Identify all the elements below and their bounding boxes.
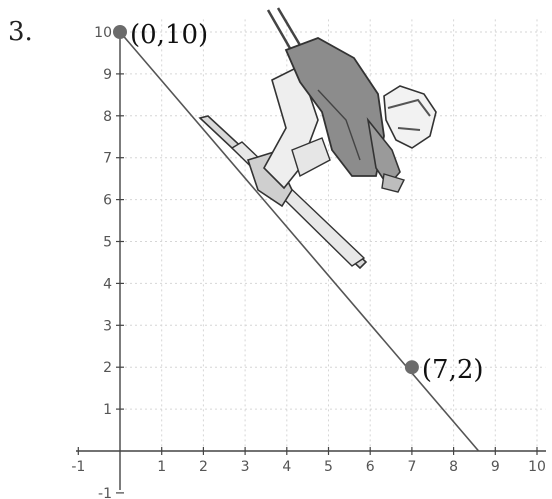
y-tick-label: 7 xyxy=(103,151,112,167)
x-tick-label: 1 xyxy=(157,459,166,475)
axes xyxy=(76,28,546,490)
problem-number: 3. xyxy=(8,17,33,47)
y-tick-label: 4 xyxy=(103,276,112,292)
x-tick-label: 2 xyxy=(199,459,208,475)
x-tick-label: 7 xyxy=(407,459,416,475)
y-tick-label: 9 xyxy=(103,67,112,83)
y-tick-label: 2 xyxy=(103,360,112,376)
point-label: (0,10) xyxy=(130,20,208,50)
x-tick-label: 3 xyxy=(241,459,250,475)
y-tick-label: 5 xyxy=(103,235,112,251)
x-tick-label: 6 xyxy=(366,459,375,475)
y-tick-label: 6 xyxy=(103,193,112,209)
skier-icon xyxy=(198,7,437,270)
y-tick-label: 3 xyxy=(103,318,112,334)
y-tick-label: -1 xyxy=(98,486,112,499)
x-tick-label: 5 xyxy=(324,459,333,475)
ticks xyxy=(77,31,538,494)
y-tick-label: 1 xyxy=(103,402,112,418)
y-tick-label: 10 xyxy=(94,25,112,41)
x-tick-label: 4 xyxy=(282,459,291,475)
tick-labels: -1 1 2 3 4 5 6 7 8 9 10 -1 1 2 3 4 5 6 7 8 9 10 xyxy=(71,25,546,499)
x-tick-label: -1 xyxy=(71,459,85,475)
point-marker xyxy=(113,25,127,39)
x-tick-label: 8 xyxy=(449,459,458,475)
x-tick-label: 9 xyxy=(491,459,500,475)
point-label: (7,2) xyxy=(422,355,484,385)
points: (0,10) (7,2) xyxy=(113,20,484,385)
slope-line xyxy=(119,31,480,452)
point-marker xyxy=(404,360,419,375)
x-tick-label: 10 xyxy=(528,459,546,475)
y-tick-label: 8 xyxy=(103,109,112,125)
